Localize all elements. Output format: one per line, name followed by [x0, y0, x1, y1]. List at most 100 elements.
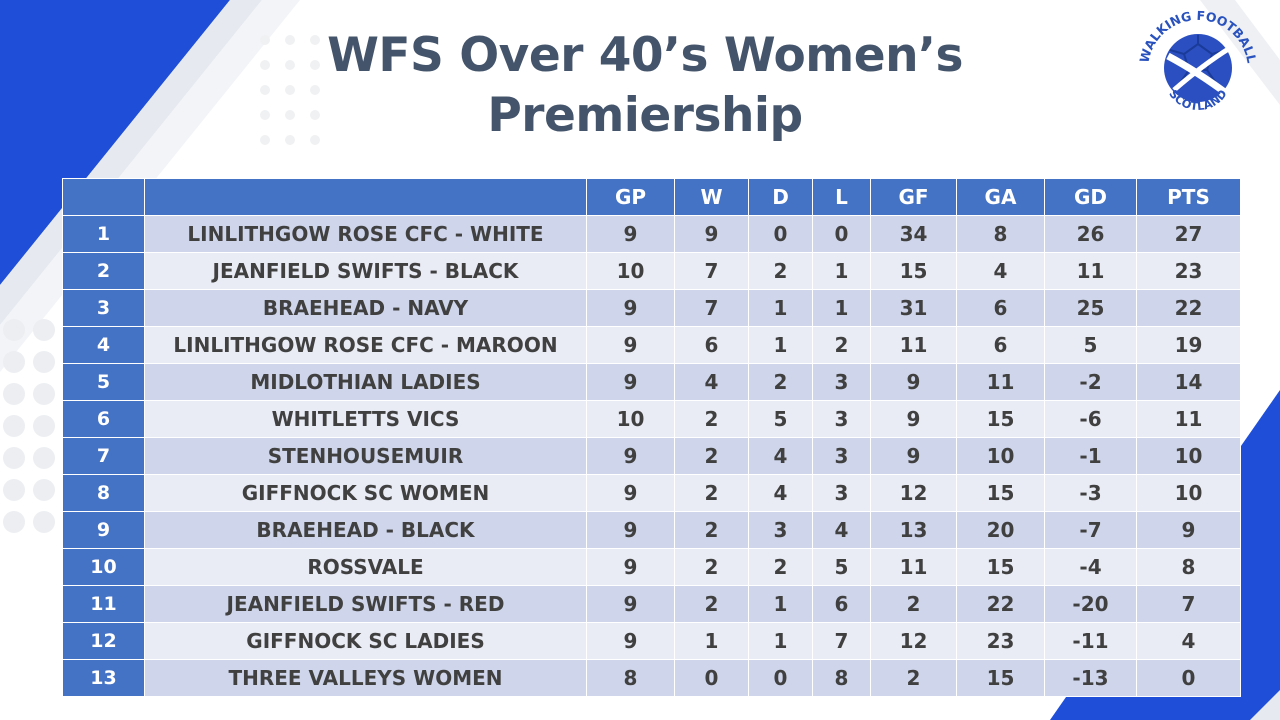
cell-gd: -6: [1044, 400, 1137, 438]
page-title: WFS Over 40’s Women’s Premiership: [290, 26, 1000, 146]
cell-pos: 5: [62, 363, 145, 401]
cell-pts: 22: [1136, 289, 1241, 327]
cell-pts: 7: [1136, 585, 1241, 623]
cell-gd: -13: [1044, 659, 1137, 697]
cell-team: MIDLOTHIAN LADIES: [144, 363, 587, 401]
cell-gp: 9: [586, 585, 675, 623]
cell-d: 1: [748, 622, 813, 660]
cell-team: BRAEHEAD - BLACK: [144, 511, 587, 549]
cell-w: 2: [674, 511, 749, 549]
cell-pts: 27: [1136, 215, 1241, 253]
cell-l: 3: [812, 400, 871, 438]
page-title-line-1: WFS Over 40’s Women’s: [327, 28, 963, 83]
cell-ga: 11: [956, 363, 1045, 401]
cell-gf: 11: [870, 326, 957, 364]
cell-gf: 2: [870, 659, 957, 697]
cell-w: 2: [674, 437, 749, 475]
cell-ga: 15: [956, 474, 1045, 512]
cell-team: LINLITHGOW ROSE CFC - MAROON: [144, 326, 587, 364]
column-header-gp: GP: [586, 178, 675, 216]
cell-d: 3: [748, 511, 813, 549]
cell-l: 4: [812, 511, 871, 549]
cell-w: 6: [674, 326, 749, 364]
column-header-gf: GF: [870, 178, 957, 216]
table-row: 12 GIFFNOCK SC LADIES 9 1 1 7 12 23 -11 4: [62, 622, 1241, 660]
table-header: GP W D L GF GA GD PTS: [62, 178, 1241, 216]
cell-d: 2: [748, 252, 813, 290]
cell-l: 1: [812, 252, 871, 290]
cell-ga: 23: [956, 622, 1045, 660]
cell-pts: 0: [1136, 659, 1241, 697]
cell-gf: 9: [870, 437, 957, 475]
cell-pts: 10: [1136, 474, 1241, 512]
cell-l: 1: [812, 289, 871, 327]
cell-pos: 3: [62, 289, 145, 327]
cell-gf: 9: [870, 363, 957, 401]
cell-pos: 6: [62, 400, 145, 438]
cell-team: GIFFNOCK SC WOMEN: [144, 474, 587, 512]
cell-d: 2: [748, 363, 813, 401]
cell-team: ROSSVALE: [144, 548, 587, 586]
table-row: 10 ROSSVALE 9 2 2 5 11 15 -4 8: [62, 548, 1241, 586]
cell-ga: 20: [956, 511, 1045, 549]
cell-gf: 9: [870, 400, 957, 438]
cell-team: LINLITHGOW ROSE CFC - WHITE: [144, 215, 587, 253]
cell-gd: 5: [1044, 326, 1137, 364]
cell-pts: 10: [1136, 437, 1241, 475]
cell-pts: 14: [1136, 363, 1241, 401]
cell-gf: 13: [870, 511, 957, 549]
cell-l: 0: [812, 215, 871, 253]
cell-team: BRAEHEAD - NAVY: [144, 289, 587, 327]
table-row: 8 GIFFNOCK SC WOMEN 9 2 4 3 12 15 -3 10: [62, 474, 1241, 512]
cell-gd: -3: [1044, 474, 1137, 512]
table-row: 7 STENHOUSEMUIR 9 2 4 3 9 10 -1 10: [62, 437, 1241, 475]
cell-ga: 6: [956, 289, 1045, 327]
cell-gp: 9: [586, 474, 675, 512]
cell-gp: 9: [586, 622, 675, 660]
cell-d: 0: [748, 215, 813, 253]
cell-l: 7: [812, 622, 871, 660]
cell-gd: -7: [1044, 511, 1137, 549]
cell-l: 8: [812, 659, 871, 697]
cell-ga: 15: [956, 400, 1045, 438]
cell-gd: 25: [1044, 289, 1137, 327]
cell-w: 0: [674, 659, 749, 697]
cell-team: JEANFIELD SWIFTS - RED: [144, 585, 587, 623]
cell-gd: -20: [1044, 585, 1137, 623]
cell-team: WHITLETTS VICS: [144, 400, 587, 438]
cell-gp: 9: [586, 363, 675, 401]
table-row: 9 BRAEHEAD - BLACK 9 2 3 4 13 20 -7 9: [62, 511, 1241, 549]
cell-pos: 7: [62, 437, 145, 475]
cell-pos: 2: [62, 252, 145, 290]
column-header-l: L: [812, 178, 871, 216]
table-row: 4 LINLITHGOW ROSE CFC - MAROON 9 6 1 2 11 6 5 19: [62, 326, 1241, 364]
cell-pts: 4: [1136, 622, 1241, 660]
page-title-line-2: Premiership: [487, 88, 803, 143]
league-standings-table: GP W D L GF GA GD PTS 1 LINLITHGOW ROSE CFC - WH…: [62, 178, 1241, 697]
cell-w: 9: [674, 215, 749, 253]
column-header-ga: GA: [956, 178, 1045, 216]
cell-gd: 26: [1044, 215, 1137, 253]
cell-w: 4: [674, 363, 749, 401]
cell-gp: 9: [586, 437, 675, 475]
cell-gd: -2: [1044, 363, 1137, 401]
column-header-gd: GD: [1044, 178, 1137, 216]
cell-pts: 8: [1136, 548, 1241, 586]
walking-football-scotland-logo: WALKING FOOTBALL SCOTLAND: [1136, 8, 1259, 113]
cell-l: 3: [812, 437, 871, 475]
cell-team: GIFFNOCK SC LADIES: [144, 622, 587, 660]
table-row: 5 MIDLOTHIAN LADIES 9 4 2 3 9 11 -2 14: [62, 363, 1241, 401]
cell-pos: 4: [62, 326, 145, 364]
cell-ga: 8: [956, 215, 1045, 253]
cell-w: 2: [674, 400, 749, 438]
cell-gp: 9: [586, 326, 675, 364]
cell-w: 1: [674, 622, 749, 660]
cell-gp: 9: [586, 511, 675, 549]
cell-d: 5: [748, 400, 813, 438]
column-header-team: [144, 178, 587, 216]
cell-team: THREE VALLEYS WOMEN: [144, 659, 587, 697]
cell-d: 1: [748, 289, 813, 327]
table-row: 3 BRAEHEAD - NAVY 9 7 1 1 31 6 25 22: [62, 289, 1241, 327]
cell-pts: 9: [1136, 511, 1241, 549]
table-row: 2 JEANFIELD SWIFTS - BLACK 10 7 2 1 15 4 11 23: [62, 252, 1241, 290]
